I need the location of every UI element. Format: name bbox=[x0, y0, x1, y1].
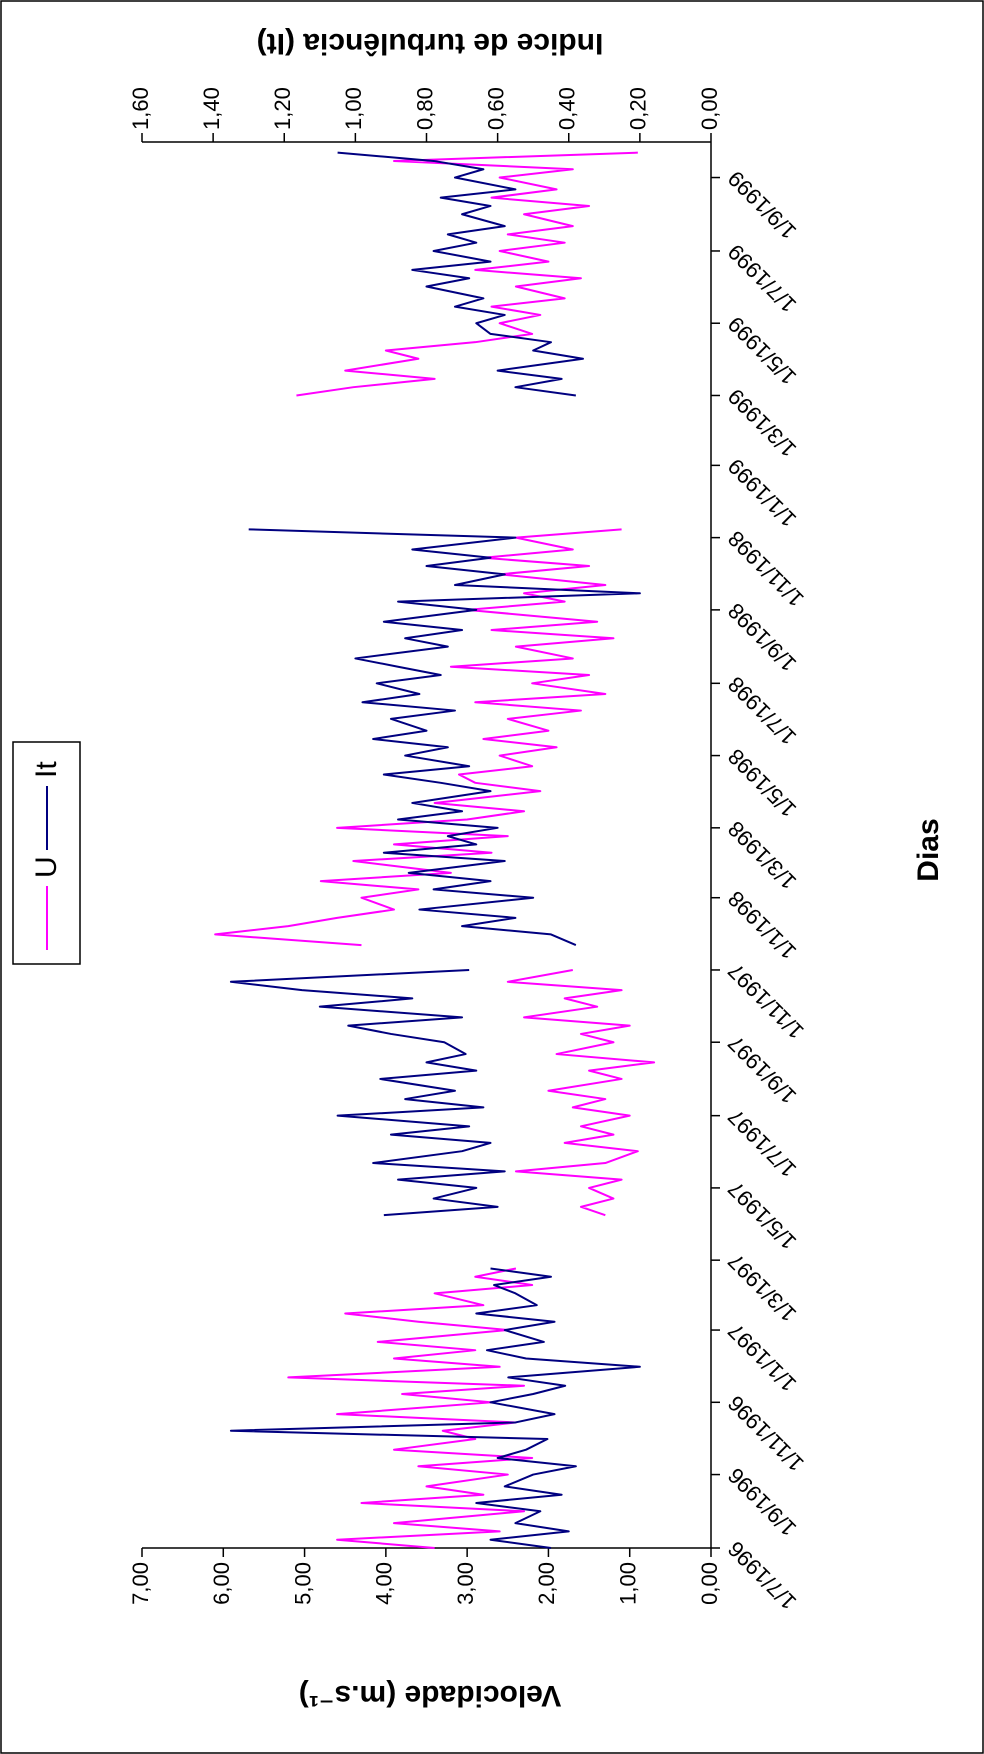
y-tick-label: 5,00 bbox=[290, 1562, 315, 1605]
y-tick-label: 4,00 bbox=[372, 1562, 397, 1605]
y-tick-label: 6,00 bbox=[209, 1562, 234, 1605]
y2-tick-label: 1,00 bbox=[341, 87, 366, 130]
x-axis-title: Dias bbox=[912, 818, 945, 881]
y-tick-label: 7,00 bbox=[128, 1562, 153, 1605]
series-line bbox=[229, 151, 641, 1549]
legend: U It bbox=[12, 741, 81, 965]
y-tick-label: 0,00 bbox=[697, 1562, 722, 1605]
y2-tick-label: 1,40 bbox=[199, 87, 224, 130]
y2-tick-label: 0,00 bbox=[697, 87, 722, 130]
legend-label: It bbox=[30, 761, 63, 778]
series-line bbox=[214, 151, 656, 1549]
y-axis-title: Velocidade (m.s⁻¹) bbox=[299, 1679, 562, 1712]
legend-label: U bbox=[30, 856, 63, 878]
y-tick-label: 3,00 bbox=[453, 1562, 478, 1605]
y-tick-label: 1,00 bbox=[616, 1562, 641, 1605]
y2-tick-label: 0,80 bbox=[412, 87, 437, 130]
y-tick-label: 2,00 bbox=[534, 1562, 559, 1605]
y2-tick-label: 1,20 bbox=[270, 87, 295, 130]
y2-axis-title: Indice de turbulência (It) bbox=[257, 27, 604, 60]
y2-tick-label: 0,20 bbox=[626, 87, 651, 130]
legend-box bbox=[12, 741, 81, 965]
y2-tick-label: 0,60 bbox=[483, 87, 508, 130]
y2-tick-label: 1,60 bbox=[128, 87, 153, 130]
y2-tick-label: 0,40 bbox=[555, 87, 580, 130]
